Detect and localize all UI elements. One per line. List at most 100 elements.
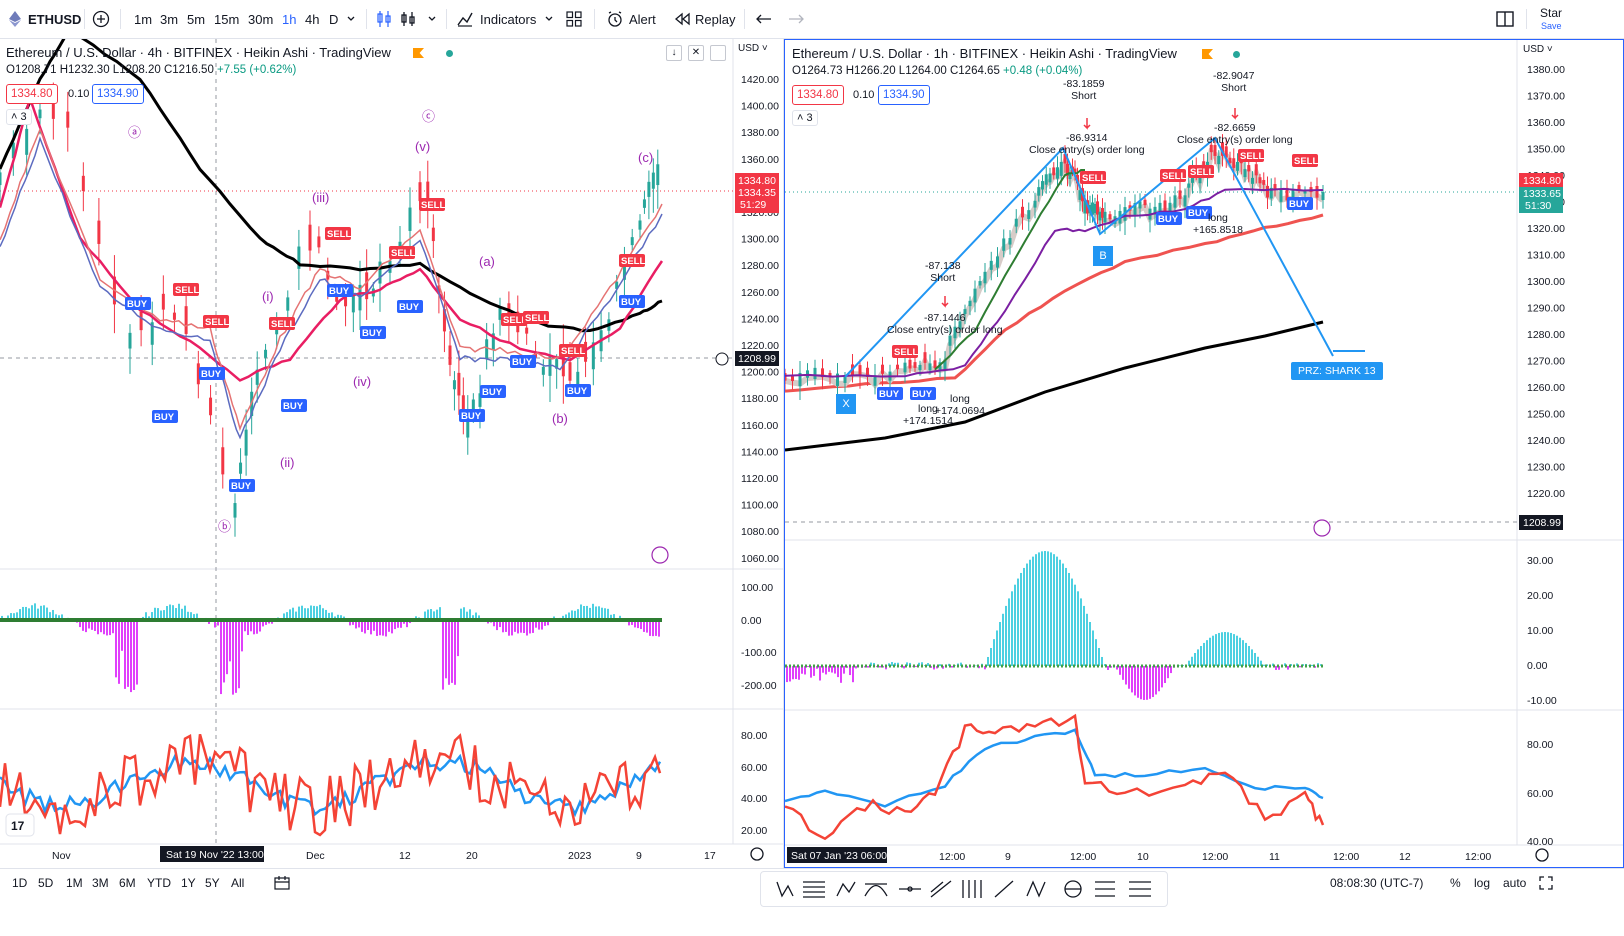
- candle-body: [1228, 157, 1232, 163]
- sell-signal-label: SELL: [205, 317, 229, 328]
- candle-body: [1021, 206, 1024, 218]
- range-1d[interactable]: 1D: [12, 876, 28, 890]
- right-chart-canvas[interactable]: 1380.001370.001360.001350.001340.001330.…: [785, 40, 1624, 868]
- candle-body: [647, 181, 651, 197]
- candle-body: [264, 349, 268, 358]
- ohlc-low: L1264.00: [898, 65, 947, 77]
- chart-style-dropdown[interactable]: [427, 0, 437, 38]
- candle-body: [1213, 145, 1217, 156]
- candle-body: [408, 207, 412, 231]
- candle-body: [1096, 201, 1099, 215]
- range-1m[interactable]: 1M: [66, 876, 83, 890]
- arrow-down-icon[interactable]: ↓: [666, 45, 682, 61]
- candle-body: [1297, 185, 1301, 190]
- price-tick-label: 1120.00: [741, 473, 778, 485]
- interval-1m[interactable]: 1m: [134, 11, 153, 27]
- layout-button[interactable]: [1496, 0, 1514, 38]
- bar-style-button[interactable]: [400, 0, 418, 38]
- sell-signal: [523, 311, 549, 324]
- candle-body: [255, 369, 259, 385]
- candle-body: [1254, 164, 1258, 176]
- candle-body: [943, 359, 947, 370]
- interval-1h[interactable]: 1h: [282, 11, 297, 27]
- right-chart-pane[interactable]: 1380.001370.001360.001350.001340.001330.…: [784, 39, 1624, 868]
- range-all[interactable]: All: [231, 876, 245, 890]
- plus-circle-icon: [92, 10, 110, 28]
- left-chart-canvas[interactable]: 1420.001400.001380.001360.001340.001320.…: [0, 39, 783, 868]
- close-annotation-3: -87.1446 Close entry(s) order long: [887, 312, 1003, 336]
- range-5d[interactable]: 5D: [38, 876, 54, 890]
- save-label[interactable]: Save: [1541, 21, 1562, 31]
- indicators-button[interactable]: Indicators: [456, 0, 536, 38]
- sell-order-button[interactable]: 1334.80: [792, 85, 844, 105]
- split-layout-icon: [1496, 11, 1514, 27]
- candle-body: [1073, 168, 1077, 174]
- interval-4h[interactable]: 4h: [305, 11, 320, 27]
- buy-order-button[interactable]: 1334.90: [878, 85, 930, 105]
- goto-date-icon[interactable]: [274, 876, 290, 893]
- left-chart-pane[interactable]: 1420.001400.001380.001360.001340.001320.…: [0, 39, 784, 868]
- indicator-toggle[interactable]: ˄ 3: [6, 109, 32, 125]
- symbol-search[interactable]: ETHUSD: [8, 0, 81, 38]
- candle-body: [150, 322, 154, 345]
- clock[interactable]: 08:08:30 (UTC-7): [1330, 876, 1424, 890]
- sell-signal-label: SELL: [175, 285, 199, 296]
- maximize-icon[interactable]: [710, 45, 726, 61]
- range-ytd[interactable]: YTD: [147, 876, 171, 890]
- close-icon[interactable]: ✕: [688, 45, 704, 61]
- range-5y[interactable]: 5Y: [205, 876, 220, 890]
- compare-add-button[interactable]: [92, 0, 110, 38]
- candle-body: [622, 262, 626, 280]
- price-tick-label: 1080.00: [741, 526, 779, 538]
- replay-button[interactable]: Replay: [674, 0, 735, 38]
- log-scale-toggle[interactable]: log: [1474, 876, 1491, 890]
- last-price2-bg: [1519, 187, 1563, 213]
- sell-signal: [419, 198, 445, 211]
- interval-15m[interactable]: 15m: [214, 11, 240, 27]
- time-tick-label: 2023: [568, 850, 592, 862]
- indicator-toggle[interactable]: ˄ 3: [792, 110, 818, 126]
- rsi-tick-label: 80.00: [741, 730, 767, 742]
- range-1y[interactable]: 1Y: [181, 876, 196, 890]
- sell-signal: [325, 227, 351, 240]
- templates-button[interactable]: [566, 0, 582, 38]
- chevron-down-icon: [428, 16, 436, 21]
- crosshair-time-label: Sat 19 Nov '22 13:00: [166, 849, 264, 861]
- chevron-up-icon: ˄: [797, 112, 804, 124]
- buy-signal-label: BUY: [231, 481, 252, 492]
- indicators-dropdown[interactable]: [544, 0, 554, 38]
- sell-signal-label: SELL: [1162, 171, 1186, 182]
- buy-order-button[interactable]: 1334.90: [92, 84, 144, 104]
- candle-body: [1133, 203, 1137, 215]
- candle-body: [1014, 218, 1018, 227]
- star-label[interactable]: Star: [1540, 6, 1563, 20]
- range-6m[interactable]: 6M: [119, 876, 136, 890]
- candles-icon: [377, 11, 391, 27]
- time-tick-label: 17: [704, 850, 716, 862]
- interval-dropdown[interactable]: [346, 0, 356, 38]
- candle-body: [541, 366, 545, 375]
- price-tick-label: 1100.00: [741, 500, 778, 512]
- ohlc-change: +0.48 (+0.04%): [1003, 65, 1083, 77]
- candle-body: [978, 281, 982, 286]
- chart-style-button[interactable]: [376, 0, 392, 38]
- alert-button[interactable]: Alert: [606, 0, 656, 38]
- interval-d[interactable]: D: [329, 11, 339, 27]
- interval-3m[interactable]: 3m: [160, 11, 179, 27]
- candle-body: [638, 220, 642, 230]
- buy-signal-label: BUY: [283, 401, 304, 412]
- candle-body: [1093, 203, 1097, 214]
- candle-body: [1269, 187, 1273, 199]
- fullscreen-icon[interactable]: [1539, 876, 1553, 893]
- sell-order-button[interactable]: 1334.80: [6, 84, 58, 104]
- candle-body: [1101, 208, 1104, 218]
- redo-button[interactable]: [788, 0, 804, 38]
- range-3m[interactable]: 3M: [92, 876, 109, 890]
- undo-button[interactable]: [756, 0, 772, 38]
- percent-scale-toggle[interactable]: %: [1450, 876, 1461, 890]
- candle-body: [1217, 155, 1221, 165]
- interval-30m[interactable]: 30m: [248, 11, 274, 27]
- price-tick-label: 1280.00: [741, 260, 779, 272]
- auto-scale-toggle[interactable]: auto: [1503, 876, 1527, 890]
- interval-5m[interactable]: 5m: [187, 11, 206, 27]
